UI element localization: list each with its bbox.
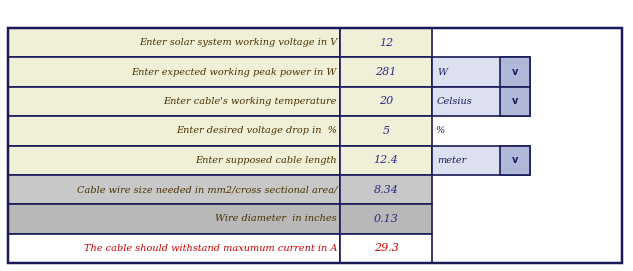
Bar xyxy=(340,87,432,116)
Text: 20: 20 xyxy=(379,96,393,107)
Text: 0.13: 0.13 xyxy=(373,214,398,224)
Bar xyxy=(8,146,340,175)
Text: meter: meter xyxy=(437,156,467,165)
Text: Enter solar system working voltage in V: Enter solar system working voltage in V xyxy=(139,38,337,47)
Bar xyxy=(500,87,530,116)
Text: Celsius: Celsius xyxy=(437,97,473,106)
Text: Enter supposed cable length: Enter supposed cable length xyxy=(196,156,337,165)
Bar xyxy=(340,28,432,57)
Text: 29.3: 29.3 xyxy=(373,243,398,253)
Bar xyxy=(432,146,530,175)
Bar xyxy=(500,57,530,87)
Bar xyxy=(340,234,432,263)
Text: 5: 5 xyxy=(382,126,389,136)
Text: Enter desired voltage drop in  %: Enter desired voltage drop in % xyxy=(176,126,337,135)
Text: 8.34: 8.34 xyxy=(373,185,398,195)
Text: Enter cable's working temperature: Enter cable's working temperature xyxy=(163,97,337,106)
Bar xyxy=(340,204,432,234)
Bar xyxy=(8,175,340,204)
Bar xyxy=(432,57,530,87)
Bar xyxy=(8,28,340,57)
Text: v: v xyxy=(512,155,518,165)
Bar xyxy=(340,146,432,175)
Text: W: W xyxy=(437,67,447,77)
Text: Cable wire size needed in mm2/cross sectional area/: Cable wire size needed in mm2/cross sect… xyxy=(77,185,337,194)
Bar xyxy=(8,28,622,263)
Text: The cable should withstand maxumum current in A: The cable should withstand maxumum curre… xyxy=(84,244,337,253)
Text: Wire diameter  in inches: Wire diameter in inches xyxy=(215,214,337,223)
Text: 12: 12 xyxy=(379,38,393,48)
Text: v: v xyxy=(512,96,518,107)
Text: 12.4: 12.4 xyxy=(373,155,398,165)
Bar xyxy=(340,175,432,204)
Bar xyxy=(8,116,340,146)
Text: %: % xyxy=(435,126,444,135)
Bar xyxy=(8,204,340,234)
Bar xyxy=(432,87,530,116)
Bar xyxy=(500,146,530,175)
Text: 281: 281 xyxy=(375,67,397,77)
Text: v: v xyxy=(512,67,518,77)
Text: Enter expected working peak power in W: Enter expected working peak power in W xyxy=(132,67,337,77)
Bar xyxy=(8,234,340,263)
Bar xyxy=(8,57,340,87)
Bar xyxy=(340,116,432,146)
Bar xyxy=(8,87,340,116)
Bar xyxy=(340,57,432,87)
